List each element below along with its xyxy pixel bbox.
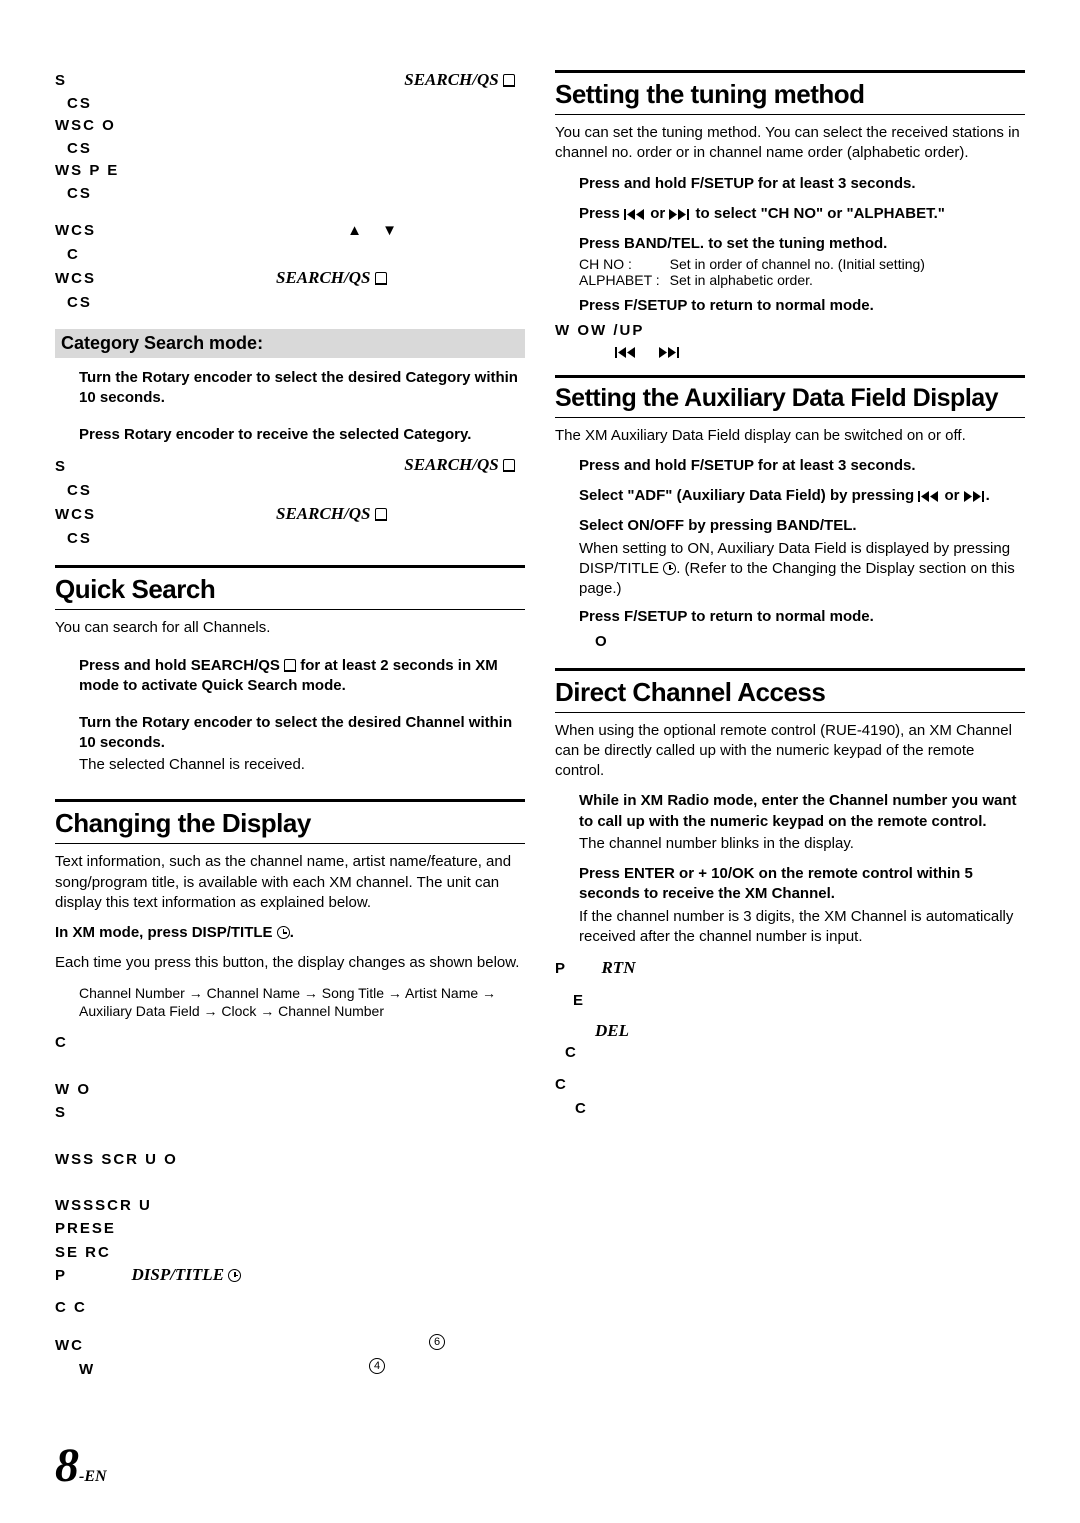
tuning-title: Setting the tuning method [555,70,1025,115]
aux-step-3-sub: When setting to ON, Auxiliary Data Field… [579,539,1025,600]
page-footer: 8-EN [55,1438,107,1493]
aux-scatter: O [595,630,1025,654]
left-column: S CS WSC O CS WS P E CS SEARCH/QS WCS ▲ … [55,70,525,1382]
changing-step-1: In XM mode, press DISP/TITLE . [55,923,525,943]
category-step-1: Turn the Rotary encoder to select the de… [79,368,525,409]
tuning-step-1: Press and hold F/SETUP for at least 3 se… [579,174,1025,194]
changing-intro: Text information, such as the channel na… [55,852,525,913]
note-icon [375,272,387,285]
bottom-scatter: C W O S WSS SCR U O WSSSCR U PRESE SE RC [55,1031,525,1264]
page-columns: S CS WSC O CS WS P E CS SEARCH/QS WCS ▲ … [55,70,1025,1382]
cat-scatter: S SEARCH/QS CS WCS SEARCH/QS CS [55,455,525,551]
note-icon [375,508,387,521]
track-icons-row [615,343,1025,361]
quick-step-2: Turn the Rotary encoder to select the de… [79,713,525,754]
tuning-step-3: Press BAND/TEL. to set the tuning method… [579,234,1025,254]
scatter-block-2: WCS ▲ ▼ C WCS SEARCH/QS CS [55,219,525,315]
category-search-heading: Category Search mode: [55,329,525,358]
aux-step-1: Press and hold F/SETUP for at least 3 se… [579,456,1025,476]
circled-6: 6 [429,1334,445,1350]
direct-step-1: While in XM Radio mode, enter the Channe… [579,791,1025,832]
scatter-line: CS [67,138,525,161]
quick-step-1: Press and hold SEARCH/QS for at least 2 … [79,656,525,697]
aux-step-2: Select "ADF" (Auxiliary Data Field) by p… [579,486,1025,506]
direct-intro: When using the optional remote control (… [555,721,1025,782]
direct-scatter: P RTN E DEL C C C [555,957,1025,1121]
aux-title: Setting the Auxiliary Data Field Display [555,375,1025,418]
scatter-line: CS [67,93,525,116]
top-scatter-block: S CS WSC O CS WS P E CS SEARCH/QS [55,70,525,205]
circled-4: 4 [369,1358,385,1374]
track-prev-icon [624,209,646,220]
direct-step-2-sub: If the channel number is 3 digits, the X… [579,907,1025,948]
track-prev-icon [615,347,637,358]
note-icon [284,659,296,672]
tuning-scatter: W OW /UP [555,319,1025,343]
search-qs-label: SEARCH/QS [404,70,515,90]
track-prev-icon [918,491,940,502]
track-next-icon [669,209,691,220]
direct-step-1-sub: The channel number blinks in the display… [579,834,1025,854]
clock-icon [228,1269,241,1282]
aux-step-4: Press F/SETUP to return to normal mode. [579,607,1025,627]
tuning-intro: You can set the tuning method. You can s… [555,123,1025,164]
scatter-line: CS [67,183,525,206]
direct-step-2: Press ENTER or + 10/OK on the remote con… [579,864,1025,905]
note-icon [503,459,515,472]
track-next-icon [964,491,986,502]
tuning-table: CH NO :Set in order of channel no. (Init… [579,256,935,288]
aux-intro: The XM Auxiliary Data Field display can … [555,426,1025,446]
display-chain: Channel Number → Channel Name → Song Tit… [79,984,525,1022]
bottom-p-disp: P DISP/TITLE [55,1264,525,1288]
scatter-line: WSC O [55,115,525,138]
quick-intro: You can search for all Channels. [55,618,525,638]
tuning-step-4: Press F/SETUP to return to normal mode. [579,296,1025,316]
changing-display-title: Changing the Display [55,799,525,844]
quick-step-2-sub: The selected Channel is received. [79,755,525,775]
direct-title: Direct Channel Access [555,668,1025,713]
changing-sub: Each time you press this button, the dis… [55,953,525,973]
clock-icon [663,562,676,575]
search-qs-label: SEARCH/QS [276,268,387,288]
category-step-2: Press Rotary encoder to receive the sele… [79,425,525,445]
clock-icon [277,926,290,939]
track-next-icon [659,347,681,358]
tuning-step-2: Press or to select "CH NO" or "ALPHABET.… [579,204,1025,224]
quick-search-title: Quick Search [55,565,525,610]
aux-step-3: Select ON/OFF by pressing BAND/TEL. [579,516,1025,536]
scatter-line: WS P E [55,160,525,183]
bottom-cc: C C [55,1296,525,1320]
right-column: Setting the tuning method You can set th… [555,70,1025,1382]
note-icon [503,74,515,87]
